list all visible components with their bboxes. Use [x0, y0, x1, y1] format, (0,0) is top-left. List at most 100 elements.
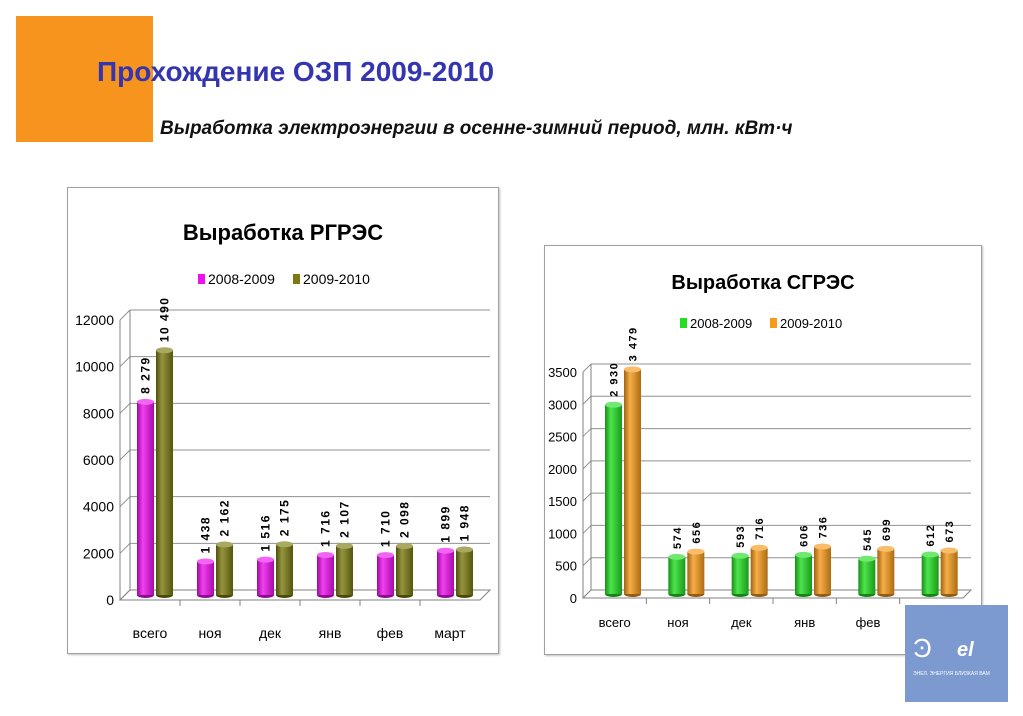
rgres-ytick-label-4: 8000 [83, 405, 114, 421]
rgres-value-label-s0-2: 1 516 [259, 514, 273, 552]
rgres-ytick-label-3: 6000 [83, 452, 114, 468]
sgres-value-label-s0-0: 2 930 [609, 362, 621, 397]
sgres-floor [581, 589, 973, 599]
sgres-value-label-s1-4: 699 [881, 518, 893, 541]
rgres-value-label-s1-0: 10 490 [158, 297, 172, 343]
sgres-s0-bar-5 [921, 551, 939, 597]
rgres-grid-side-6 [119, 309, 131, 321]
sgres-value-label-s1-5: 673 [944, 520, 956, 543]
rgres-s0-bar-5 [437, 547, 454, 598]
rgres-value-label-s0-0: 8 279 [139, 356, 153, 394]
sgres-grid-side-7 [582, 363, 592, 373]
sgres-chart: Выработка СГРЭС 2008-2009 2009-2010 0 500 100… [544, 245, 982, 655]
sgres-legend-label-0: 2008-2009 [690, 316, 752, 331]
sgres-grid-side-3 [582, 492, 592, 502]
rgres-ytick-label-1: 2000 [83, 545, 114, 561]
rgres-ytick-label-0: 0 [106, 592, 114, 608]
sgres-ytick-label-6: 3000 [548, 397, 577, 412]
sgres-value-label-s0-5: 612 [925, 524, 937, 547]
rgres-legend-label-0: 2008-2009 [208, 271, 275, 287]
sgres-s1-bar-2 [750, 544, 768, 597]
sgres-value-label-s0-4: 545 [862, 528, 874, 551]
rgres-category-label-5: март [434, 625, 466, 641]
rgres-category-label-4: фев [377, 625, 404, 641]
sgres-s0-bar-0 [605, 401, 622, 597]
enel-logo-mark: Ͽ [913, 633, 932, 663]
rgres-chart: Выработка РГРЭС 2008-2009 2009-2010 0 2000 40… [67, 187, 499, 654]
sgres-chart-title: Выработка СГРЭС [671, 272, 854, 294]
rgres-value-label-s0-4: 1 710 [379, 510, 393, 548]
rgres-s0-bar-2 [257, 556, 274, 598]
enel-logo-word: el [957, 639, 974, 661]
orange-accent-block [16, 16, 153, 142]
rgres-s1-bar-0 [156, 347, 173, 598]
rgres-s0-bar-1 [197, 558, 214, 598]
rgres-value-label-s0-1: 1 438 [199, 516, 213, 554]
enel-logo: Ͽ el ЭНЕЛ. ЭНЕРГИЯ БЛИЗКАЯ ВАМ [905, 605, 1008, 702]
rgres-ytick-label-5: 10000 [75, 359, 114, 375]
sgres-s1-bar-0 [624, 366, 641, 597]
sgres-s1-bar-3 [814, 543, 831, 597]
rgres-grid-side-3 [119, 449, 131, 461]
rgres-legend-swatch-1 [293, 274, 300, 284]
slide-title: Прохождение ОЗП 2009-2010 [97, 56, 495, 87]
sgres-ytick-label-4: 2000 [548, 462, 577, 477]
sgres-ytick-label-3: 1500 [548, 494, 577, 509]
rgres-ytick-label-6: 12000 [75, 312, 114, 328]
rgres-category-label-3: янв [319, 625, 342, 641]
sgres-category-label-1: ноя [667, 615, 688, 630]
sgres-value-label-s1-2: 716 [754, 517, 766, 540]
sgres-s1-bar-1 [687, 548, 705, 597]
sgres-value-label-s0-1: 574 [672, 526, 684, 549]
rgres-category-label-2: дек [259, 625, 282, 641]
rgres-value-label-s1-4: 2 098 [398, 501, 412, 539]
sgres-category-label-2: дек [731, 615, 752, 630]
sgres-grid-side-2 [582, 525, 592, 534]
sgres-legend-swatch-1 [770, 318, 777, 328]
rgres-value-label-s1-5: 1 948 [458, 504, 472, 542]
sgres-value-label-s1-3: 736 [818, 516, 830, 539]
sgres-grid-side-4 [582, 460, 592, 470]
rgres-grid-side-5 [119, 356, 131, 368]
sgres-ytick-label-1: 500 [555, 559, 577, 574]
sgres-category-label-3: янв [794, 615, 815, 630]
rgres-s1-bar-4 [396, 543, 413, 598]
sgres-category-label-0: всего [599, 615, 631, 630]
rgres-legend-label-1: 2009-2010 [303, 271, 370, 287]
rgres-s0-bar-3 [317, 551, 334, 598]
sgres-s0-bar-4 [858, 555, 876, 597]
sgres-value-label-s1-1: 656 [691, 521, 703, 544]
sgres-value-label-s1-0: 3 479 [628, 326, 640, 361]
slide-subtitle: Выработка электроэнергии в осенне-зимний… [160, 118, 793, 139]
rgres-s1-bar-1 [216, 541, 233, 598]
rgres-value-label-s1-3: 2 107 [338, 500, 352, 538]
sgres-legend-label-1: 2009-2010 [780, 316, 842, 331]
rgres-chart-title: Выработка РГРЭС [183, 220, 383, 245]
rgres-s0-bar-0 [137, 398, 154, 598]
sgres-s1-bar-4 [877, 545, 895, 597]
sgres-grid-side-6 [582, 395, 592, 405]
sgres-ytick-label-0: 0 [570, 591, 577, 606]
rgres-s1-bar-3 [336, 542, 353, 598]
rgres-s1-bar-2 [276, 541, 293, 598]
rgres-ytick-label-2: 4000 [83, 499, 114, 515]
sgres-grid-side-5 [582, 428, 592, 437]
sgres-ytick-label-7: 3500 [548, 365, 577, 380]
rgres-s0-bar-4 [377, 552, 394, 598]
rgres-value-label-s1-1: 2 162 [218, 499, 232, 537]
rgres-grid-side-2 [119, 496, 131, 508]
rgres-value-label-s0-5: 1 899 [439, 505, 453, 543]
sgres-grid-side-1 [582, 557, 592, 567]
sgres-ytick-label-5: 2500 [548, 430, 577, 445]
sgres-s0-bar-2 [731, 552, 749, 597]
sgres-value-label-s0-2: 593 [735, 525, 747, 548]
rgres-value-label-s1-2: 2 175 [278, 499, 292, 537]
sgres-value-label-s0-3: 606 [799, 524, 811, 547]
rgres-grid-side-4 [119, 402, 131, 414]
sgres-ytick-label-2: 1000 [548, 526, 577, 541]
sgres-s0-bar-3 [795, 551, 812, 597]
rgres-category-label-0: всего [133, 625, 168, 641]
rgres-category-label-1: ноя [198, 625, 221, 641]
rgres-legend-swatch-0 [198, 274, 205, 284]
rgres-grid-side-1 [119, 542, 131, 554]
